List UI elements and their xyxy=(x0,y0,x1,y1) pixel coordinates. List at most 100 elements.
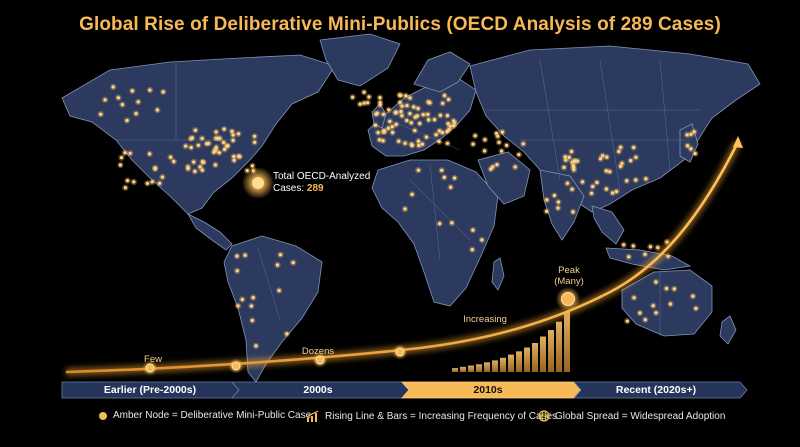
case-node xyxy=(351,95,355,99)
case-node xyxy=(214,145,218,149)
case-node xyxy=(691,294,695,298)
case-node xyxy=(366,101,370,105)
case-node xyxy=(223,147,227,151)
case-node xyxy=(362,101,366,105)
case-node xyxy=(291,261,295,265)
frequency-bar xyxy=(492,360,498,372)
case-node xyxy=(601,154,605,158)
case-node xyxy=(376,131,380,135)
case-node xyxy=(150,180,154,184)
case-node xyxy=(416,106,420,111)
case-node xyxy=(217,151,221,155)
case-node xyxy=(198,165,202,169)
case-node xyxy=(591,184,595,189)
case-node xyxy=(148,88,152,92)
case-node xyxy=(196,143,200,147)
case-node xyxy=(619,145,623,149)
case-node xyxy=(693,152,697,156)
stage-label-peak: Peak (Many) xyxy=(547,265,591,287)
case-node xyxy=(445,114,449,118)
case-node xyxy=(132,180,136,184)
peak-line1: Peak xyxy=(558,265,580,276)
case-node xyxy=(424,135,428,139)
case-node xyxy=(447,97,451,102)
case-node xyxy=(569,149,574,154)
legend-rise: Rising Line & Bars = Increasing Frequenc… xyxy=(306,410,557,422)
case-node xyxy=(362,90,366,94)
peak-line2: (Many) xyxy=(554,276,584,287)
case-node xyxy=(629,159,633,163)
case-node xyxy=(483,149,487,153)
case-node xyxy=(378,103,382,107)
case-node xyxy=(409,121,413,125)
case-node xyxy=(397,139,401,143)
case-node xyxy=(390,125,394,129)
case-node xyxy=(216,136,220,140)
frequency-bar xyxy=(500,357,506,372)
case-node xyxy=(400,114,404,118)
case-node xyxy=(391,130,395,135)
case-node xyxy=(184,144,188,148)
case-node xyxy=(497,140,501,144)
case-node xyxy=(416,168,420,172)
case-node xyxy=(413,115,417,119)
case-node xyxy=(394,110,398,114)
era-2010s: 2010s xyxy=(473,384,503,396)
frequency-bar xyxy=(532,342,538,372)
trend-marker xyxy=(145,363,155,373)
case-node xyxy=(235,254,239,258)
case-node xyxy=(580,180,585,184)
case-node xyxy=(500,130,504,134)
southeast-asia xyxy=(591,205,625,245)
case-node xyxy=(186,167,190,171)
case-node xyxy=(495,163,499,167)
case-node xyxy=(249,304,253,308)
trend-arrowhead xyxy=(733,136,743,148)
case-node xyxy=(111,85,115,89)
case-node xyxy=(155,108,159,112)
case-node xyxy=(517,153,521,157)
case-node xyxy=(394,122,398,126)
case-node xyxy=(567,155,571,159)
stage-label-few: Few xyxy=(144,354,162,365)
case-node xyxy=(222,140,226,145)
trend-marker xyxy=(561,292,575,306)
case-node xyxy=(449,185,453,189)
case-node xyxy=(381,112,385,116)
frequency-bar xyxy=(484,362,490,372)
case-node xyxy=(689,147,693,151)
case-node xyxy=(399,93,403,97)
frequency-bar xyxy=(540,336,546,372)
case-node xyxy=(437,140,441,144)
frequency-bar xyxy=(508,354,514,372)
case-node xyxy=(193,128,197,132)
case-node xyxy=(399,109,403,114)
case-node xyxy=(388,119,392,123)
case-node xyxy=(521,142,525,146)
timeline xyxy=(61,381,748,399)
case-node xyxy=(212,150,216,154)
case-node xyxy=(625,179,629,183)
case-node xyxy=(103,98,107,102)
central-america xyxy=(186,213,233,251)
case-node xyxy=(213,148,217,152)
case-node xyxy=(440,131,444,135)
case-node xyxy=(672,287,676,291)
case-node xyxy=(622,243,626,247)
case-node xyxy=(231,138,235,142)
timeline-segment xyxy=(573,381,748,399)
case-node xyxy=(410,192,414,196)
trend-markers xyxy=(142,286,581,376)
case-node xyxy=(685,144,690,148)
case-node xyxy=(440,168,444,172)
case-node xyxy=(426,112,430,116)
case-node xyxy=(378,100,382,105)
case-node xyxy=(556,200,561,204)
case-node xyxy=(513,165,517,169)
case-node xyxy=(145,181,149,185)
case-node xyxy=(236,132,241,136)
total-cases-node xyxy=(242,167,274,199)
case-node xyxy=(442,175,446,179)
case-node xyxy=(240,297,244,302)
case-node xyxy=(689,132,693,136)
